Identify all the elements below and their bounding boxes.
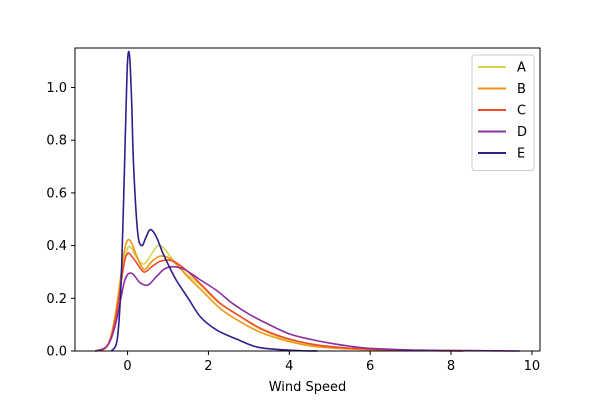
legend-label-d: D <box>517 125 527 140</box>
x-tick-label: 2 <box>204 359 212 374</box>
legend-label-c: C <box>517 104 526 119</box>
legend-label-b: B <box>517 82 526 97</box>
x-tick-label: 6 <box>366 359 374 374</box>
y-tick-label: 0.6 <box>46 186 67 201</box>
x-axis-ticks: 0 2 4 6 8 10 <box>123 351 540 374</box>
legend-label-e: E <box>517 147 525 162</box>
legend-label-a: A <box>517 61 526 76</box>
y-tick-label: 0.0 <box>46 345 67 360</box>
axes-frame <box>74 47 541 352</box>
y-tick-label: 0.2 <box>46 292 67 307</box>
y-tick-label: 0.4 <box>46 239 67 254</box>
x-tick-label: 0 <box>123 359 131 374</box>
x-axis-label: Wind Speed <box>269 380 347 395</box>
series-line-d <box>94 265 520 352</box>
series-line-e <box>110 50 318 352</box>
y-axis-ticks: 0.0 0.2 0.4 0.6 0.8 1.0 <box>46 81 75 360</box>
series-lines <box>94 50 520 352</box>
y-tick-label: 1.0 <box>46 81 67 96</box>
x-tick-label: 10 <box>524 359 541 374</box>
y-tick-label: 0.8 <box>46 134 67 149</box>
series-line-b <box>94 238 464 352</box>
series-line-a <box>94 244 452 352</box>
x-tick-label: 4 <box>285 359 293 374</box>
legend-box <box>471 54 535 171</box>
series-line-c <box>94 252 464 352</box>
x-tick-label: 8 <box>447 359 455 374</box>
